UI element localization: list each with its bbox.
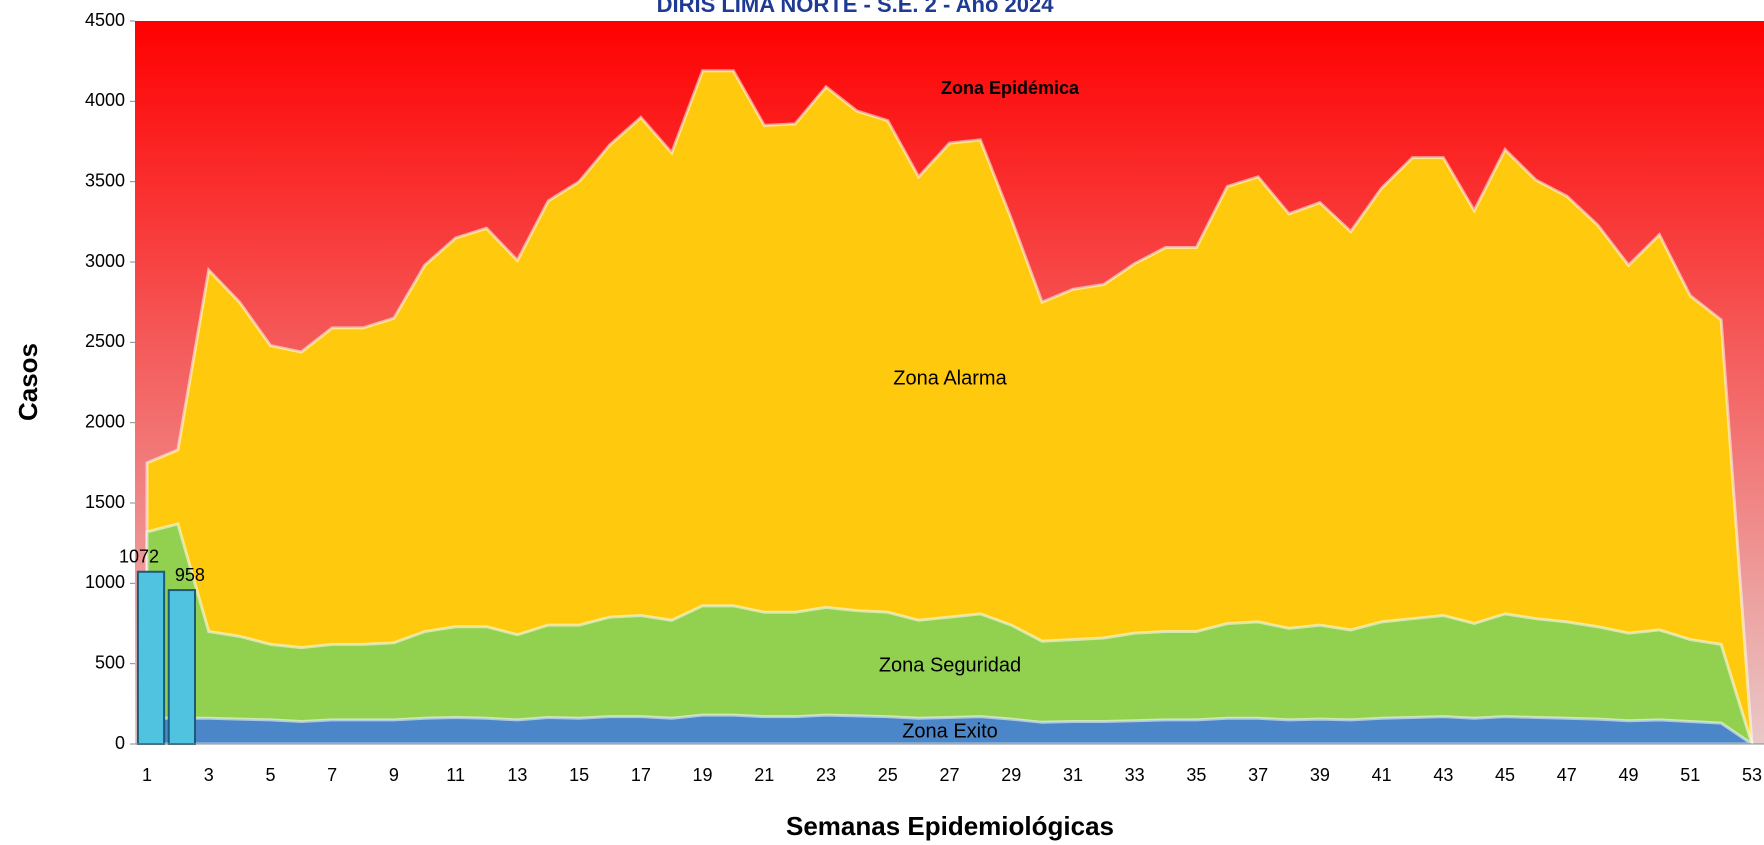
x-tick-label: 29: [1001, 765, 1021, 785]
y-tick-label: 4500: [85, 10, 125, 30]
area-label: Zona Alarma: [893, 367, 1007, 389]
y-tick-label: 0: [115, 733, 125, 753]
x-tick-label: 47: [1557, 765, 1577, 785]
x-tick-label: 3: [204, 765, 214, 785]
y-tick-label: 2000: [85, 411, 125, 431]
area-label: Zona Seguridad: [879, 654, 1021, 676]
y-tick-label: 4000: [85, 90, 125, 110]
x-tick-label: 37: [1248, 765, 1268, 785]
y-tick-label: 500: [95, 652, 125, 672]
y-tick-label: 1000: [85, 572, 125, 592]
x-tick-label: 1: [142, 765, 152, 785]
x-tick-label: 45: [1495, 765, 1515, 785]
bar-value-label: 1072: [119, 547, 159, 567]
x-tick-label: 23: [816, 765, 836, 785]
x-tick-label: 5: [265, 765, 275, 785]
x-tick-label: 41: [1372, 765, 1392, 785]
x-tick-label: 21: [754, 765, 774, 785]
bar: [167, 589, 196, 746]
area: [145, 69, 1754, 746]
x-tick-label: 31: [1063, 765, 1083, 785]
x-tick-label: 53: [1742, 765, 1762, 785]
x-tick-label: 39: [1310, 765, 1330, 785]
x-tick-label: 51: [1680, 765, 1700, 785]
y-tick-label: 1500: [85, 492, 125, 512]
y-tick-label: 3500: [85, 170, 125, 190]
y-tick-label: 3000: [85, 251, 125, 271]
x-tick-label: 9: [389, 765, 399, 785]
x-tick-label: 15: [569, 765, 589, 785]
chart-title: DIRIS LIMA NORTE - S.E. 2 - Año 2024: [657, 0, 1055, 17]
x-tick-label: 43: [1433, 765, 1453, 785]
x-tick-label: 25: [878, 765, 898, 785]
x-axis-label: Semanas Epidemiológicas: [786, 811, 1114, 841]
annotation: Zona Epidémica: [941, 78, 1080, 98]
x-tick-label: 33: [1125, 765, 1145, 785]
area-label: Zona Exito: [902, 720, 998, 742]
x-tick-label: 11: [446, 765, 465, 785]
area: [145, 522, 1755, 746]
x-tick-label: 49: [1619, 765, 1639, 785]
y-tick-label: 2500: [85, 331, 125, 351]
x-tick-label: 17: [631, 765, 651, 785]
x-tick-label: 7: [327, 765, 337, 785]
area: [145, 713, 1757, 746]
x-tick-label: 27: [939, 765, 959, 785]
bar-value-label: 958: [175, 565, 205, 585]
x-tick-label: 35: [1186, 765, 1206, 785]
y-axis-label: Casos: [13, 343, 43, 421]
x-tick-label: 19: [693, 765, 713, 785]
x-tick-label: 13: [507, 765, 527, 785]
bar: [136, 570, 166, 745]
